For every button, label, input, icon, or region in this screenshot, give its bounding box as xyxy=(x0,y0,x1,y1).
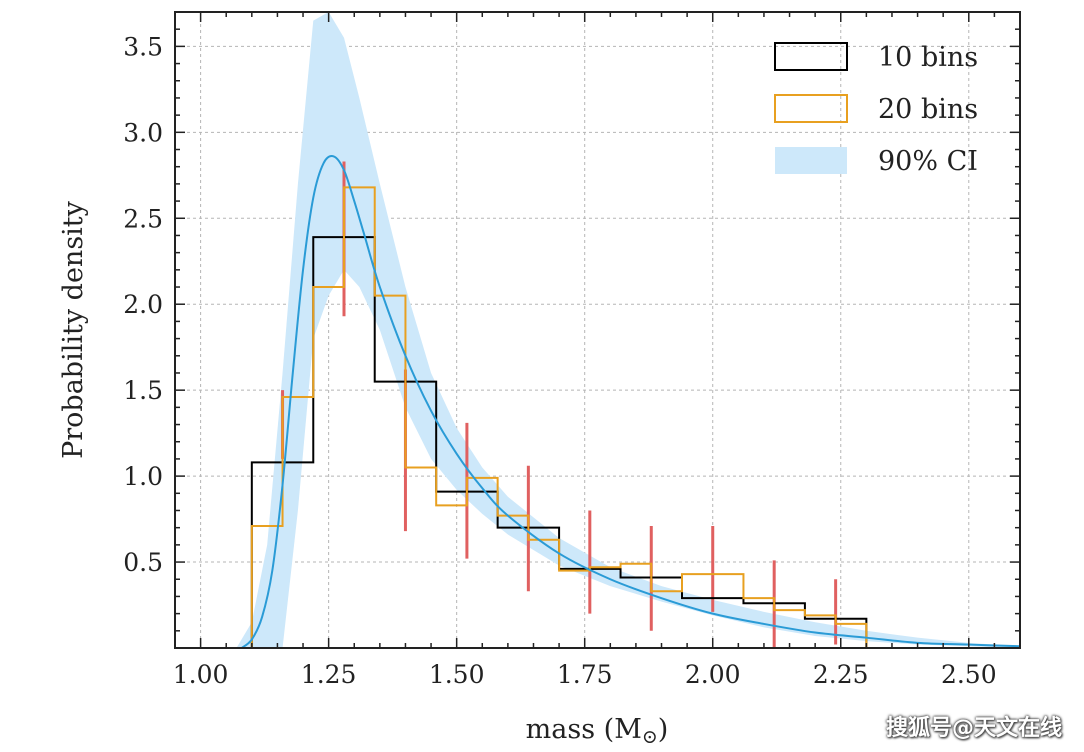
x-tick-labels: 1.00 1.25 1.50 1.75 2.00 2.25 2.50 xyxy=(173,660,997,689)
density-curve xyxy=(240,155,1020,648)
x-tick-label-3: 1.75 xyxy=(557,660,613,689)
x-tick-label-6: 2.50 xyxy=(941,660,997,689)
y-tick-label-6: 3.5 xyxy=(123,32,163,61)
x-tick-label-4: 2.00 xyxy=(685,660,741,689)
y-tick-label-5: 3.0 xyxy=(123,118,163,147)
x-tick-label-2: 1.50 xyxy=(429,660,485,689)
x-axis-label: mass (M⊙) xyxy=(526,714,669,748)
histogram-20-bins xyxy=(250,186,868,648)
x-tick-label-0: 1.00 xyxy=(173,660,229,689)
legend-swatch-20-bins xyxy=(774,94,848,123)
x-tick-label-5: 2.25 xyxy=(813,660,869,689)
y-tick-label-4: 2.5 xyxy=(123,204,163,233)
x-tick-label-1: 1.25 xyxy=(301,660,357,689)
y-tick-label-0: 0.5 xyxy=(123,548,163,577)
ci-band xyxy=(236,12,1020,648)
legend-swatch-10-bins xyxy=(774,42,848,71)
legend-swatch-ci xyxy=(775,147,847,174)
legend-label-ci: 90% CI xyxy=(878,146,978,177)
y-axis-label: Probability density xyxy=(58,200,89,459)
y-tick-label-2: 1.5 xyxy=(123,376,163,405)
y-tick-label-1: 1.0 xyxy=(123,462,163,491)
y-tick-labels: 0.5 1.0 1.5 2.0 2.5 3.0 3.5 xyxy=(123,32,163,577)
legend-label-20-bins: 20 bins xyxy=(878,94,978,125)
legend-label-10-bins: 10 bins xyxy=(878,42,978,73)
y-tick-label-3: 2.0 xyxy=(123,290,163,319)
ticks xyxy=(174,11,1021,648)
plot-frame xyxy=(174,11,1021,649)
legend: 10 bins 20 bins 90% CI xyxy=(774,42,978,177)
watermark: 搜狐号@天文在线 xyxy=(885,716,1062,741)
